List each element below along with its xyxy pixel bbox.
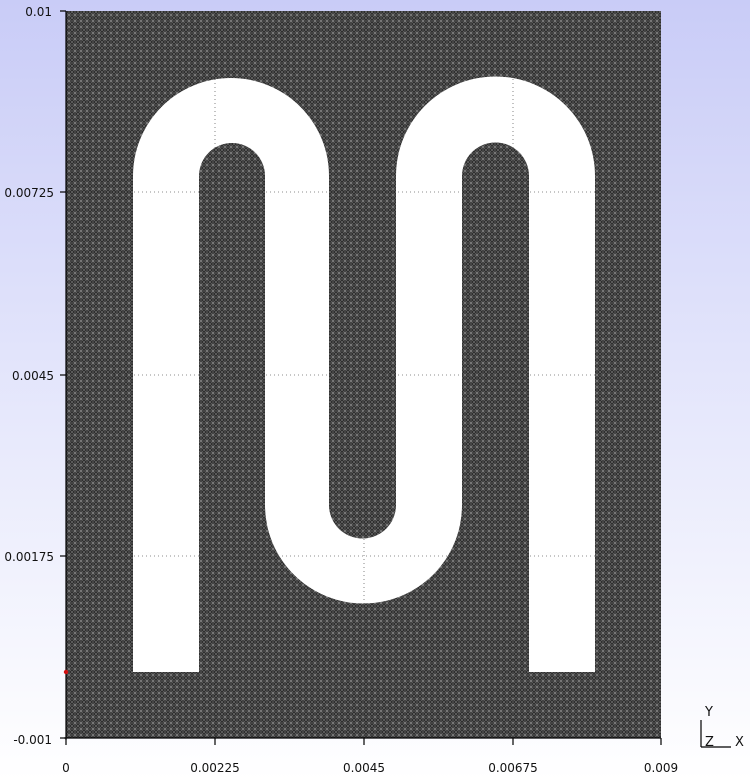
x-tick-label: 0.00675 [488,761,538,775]
y-tick-label: 0.0045 [12,369,54,383]
y-tick-label: 0.01 [25,5,52,19]
triad-x-label: X [735,735,744,750]
y-tick-label: 0.00725 [4,186,54,200]
orientation-axes-icon: Y Z X [700,705,744,750]
triad-z-label: Z [705,735,714,750]
x-tick-label: 0.009 [644,761,678,775]
x-tick-label: 0.00225 [190,761,240,775]
triad-y-label: Y [704,705,713,720]
x-tick-label: 0 [62,761,70,775]
y-tick-label: -0.001 [13,733,52,747]
serpentine-channel [133,76,595,672]
y-tick-label: 0.00175 [4,550,54,564]
x-tick-label: 0.0045 [343,761,385,775]
probe-marker [63,669,69,675]
axes [60,10,662,745]
